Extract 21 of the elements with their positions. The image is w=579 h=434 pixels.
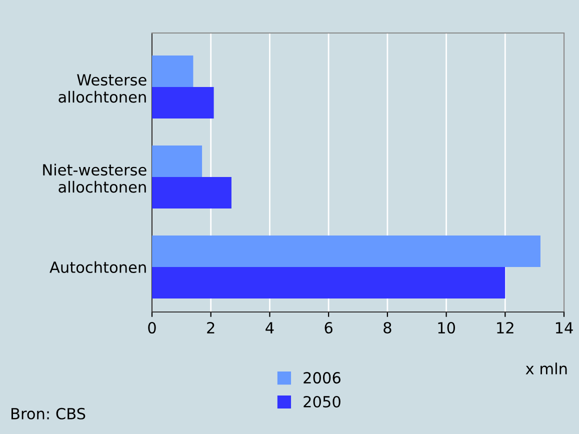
bar [152, 56, 194, 87]
x-tick-label: 8 [384, 322, 392, 334]
x-axis-title: x mln [526, 362, 567, 374]
y-tick-label: Westerse allochtonen [58, 74, 146, 103]
text: Bron: CBS [12, 408, 86, 420]
x-tick-label: 12 [497, 322, 514, 334]
x-tick-label: 4 [266, 322, 274, 334]
x-tick-label: 14 [556, 322, 573, 334]
bar [152, 267, 506, 298]
x-tick-label: 10 [438, 322, 455, 334]
y-tick-label: Niet-westerse allochtonen [43, 164, 146, 193]
legend-label: 2050 [304, 396, 340, 408]
x-tick-label: 0 [148, 322, 156, 334]
bar [152, 146, 202, 177]
bar [152, 177, 232, 208]
x-tick-label: 6 [324, 322, 332, 334]
bar [152, 87, 214, 118]
y-tick-label: Autochtonen [50, 261, 146, 274]
x-tick-label: 2 [207, 322, 214, 334]
legend-label: 2006 [304, 372, 340, 384]
bar [152, 236, 540, 267]
